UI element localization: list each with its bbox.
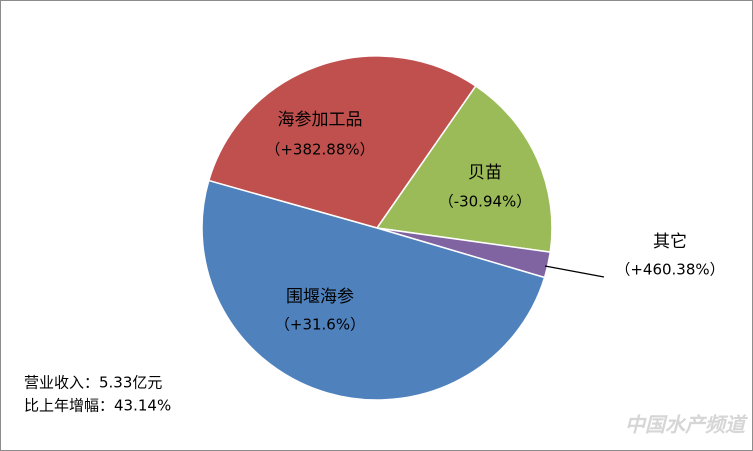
slice-label: 围堰海参 <box>286 287 354 307</box>
slice-label: 贝苗 <box>468 163 502 183</box>
slice-growth: （-30.94%） <box>439 193 532 211</box>
slice-label: 其它 <box>653 232 687 252</box>
slice-growth: （+460.38%） <box>615 261 724 279</box>
leader-line <box>544 265 605 278</box>
pie-slice <box>207 55 477 229</box>
pie-slice <box>375 84 553 254</box>
pie-slice <box>201 179 546 401</box>
slice-growth: （+31.6%） <box>275 316 365 334</box>
watermark: 中国水产频道 <box>625 413 748 437</box>
slice-label: 海参加工品 <box>278 110 363 130</box>
annotation: 比上年增幅：43.14% <box>24 397 171 415</box>
annotation: 营业收入：5.33亿元 <box>24 374 162 392</box>
slice-growth: （+382.88%） <box>265 141 374 159</box>
